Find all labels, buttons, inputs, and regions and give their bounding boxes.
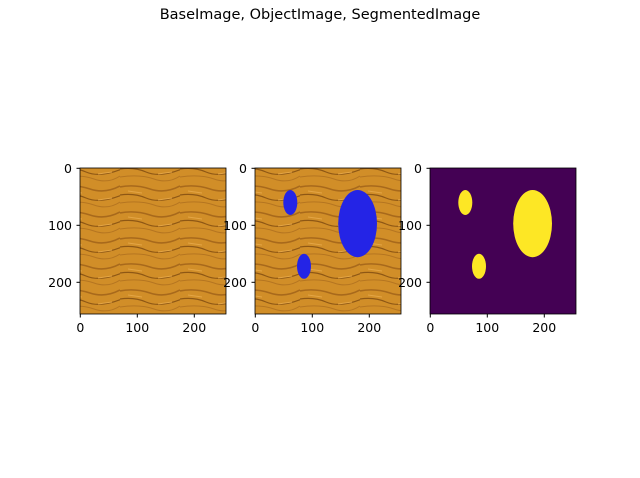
panel-object-image: 0 100 200 0 100 200 <box>223 161 402 335</box>
y-tick-label: 100 <box>398 218 422 233</box>
x-ticks: 0 100 200 <box>76 314 206 335</box>
x-tick-label: 100 <box>475 320 499 335</box>
x-tick-label: 200 <box>532 320 556 335</box>
blue-object-large <box>338 190 377 258</box>
y-tick-label: 200 <box>48 275 72 290</box>
y-tick-label: 0 <box>64 161 72 176</box>
y-tick-label: 200 <box>398 275 422 290</box>
x-tick-label: 0 <box>426 320 434 335</box>
base-image <box>80 168 226 314</box>
y-tick-label: 0 <box>414 161 422 176</box>
x-tick-label: 200 <box>357 320 381 335</box>
object-image-background <box>255 168 401 314</box>
axes-frame <box>79 167 227 315</box>
mask-object-small-top <box>458 190 473 215</box>
x-ticks: 0 100 200 <box>251 314 381 335</box>
x-tick-label: 0 <box>76 320 84 335</box>
segmented-image-background <box>430 168 576 314</box>
axes-frame <box>429 167 577 315</box>
x-ticks: 0 100 200 <box>426 314 556 335</box>
mask-object-small-bottom <box>472 253 486 279</box>
y-ticks: 0 100 200 <box>223 161 255 290</box>
blue-object-small-top <box>283 190 298 215</box>
y-tick-label: 200 <box>223 275 247 290</box>
y-tick-label: 100 <box>48 218 72 233</box>
panel-base-image: 0 100 200 0 100 200 <box>48 161 227 335</box>
panel-segmented-image: 0 100 200 0 100 200 <box>398 161 577 335</box>
x-tick-label: 200 <box>182 320 206 335</box>
figure-title: BaseImage, ObjectImage, SegmentedImage <box>159 7 481 23</box>
axes-frame <box>254 167 402 315</box>
blue-object-small-bottom <box>297 253 311 279</box>
y-ticks: 0 100 200 <box>398 161 430 290</box>
x-tick-label: 100 <box>125 320 149 335</box>
x-tick-label: 0 <box>251 320 259 335</box>
mask-object-large <box>513 190 552 258</box>
y-tick-label: 100 <box>223 218 247 233</box>
x-tick-label: 100 <box>300 320 324 335</box>
y-tick-label: 0 <box>239 161 247 176</box>
y-ticks: 0 100 200 <box>48 161 80 290</box>
